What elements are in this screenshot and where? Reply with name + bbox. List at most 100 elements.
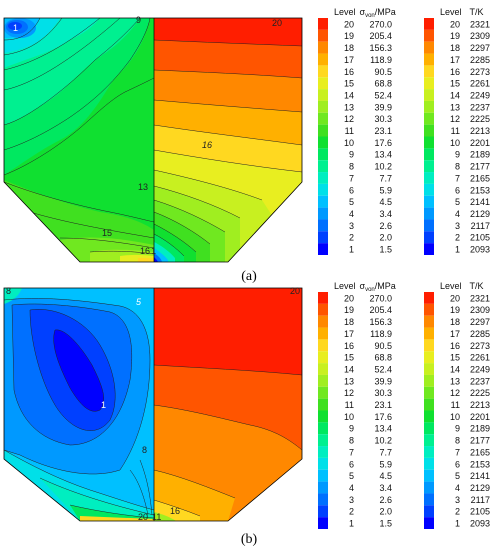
legend-value: 52.4 [374, 90, 392, 100]
legend-swatch [424, 231, 434, 244]
legend-swatch [318, 77, 328, 90]
legend-swatch [424, 422, 434, 435]
legend-level: 18 [450, 317, 460, 327]
legend-swatch [424, 219, 434, 232]
legend-swatch [424, 172, 434, 184]
legend-value: 30.3 [374, 114, 392, 124]
legend-value: 2.6 [379, 221, 392, 231]
legend-swatch [424, 386, 434, 399]
legend-swatch [318, 481, 328, 494]
legend-swatch [424, 160, 434, 173]
legend-level: 10 [450, 412, 460, 422]
legend-level: 17 [450, 55, 460, 65]
legend-value: 2165 [470, 173, 490, 183]
legend-level: 3 [455, 495, 460, 505]
legend-swatch [318, 148, 328, 161]
legend-swatch [424, 18, 434, 30]
panel-a-caption: (a) [241, 269, 257, 284]
legend-value: 2249 [470, 364, 490, 374]
legend-header: Level T/K [440, 7, 484, 17]
legend-level: 14 [450, 364, 460, 374]
legend-swatch [318, 231, 328, 244]
panel-b-label-2: 5 [136, 297, 142, 307]
panel-b-outline [3, 287, 303, 522]
legend-value: 2201 [470, 412, 490, 422]
legend-value: 2225 [470, 114, 490, 124]
legend-swatch [424, 410, 434, 423]
legend-level: 8 [455, 162, 460, 172]
legend-level: 1 [455, 519, 460, 529]
legend-value: 205.4 [369, 31, 392, 41]
legend-swatch [318, 410, 328, 423]
legend-level: 16 [344, 67, 354, 77]
legend-value: 2297 [470, 43, 490, 53]
legend-swatch [318, 243, 328, 255]
legend-value: 2093 [470, 245, 490, 255]
legend-value: 52.4 [374, 364, 392, 374]
legend-value: 2285 [470, 55, 490, 65]
panel-b-caption: (b) [241, 532, 258, 547]
legend-swatch [424, 363, 434, 375]
legend-value: 30.3 [374, 388, 392, 398]
legend-level: 4 [349, 483, 354, 493]
legend-level: 11 [451, 400, 460, 410]
legend-level: 20 [450, 293, 460, 303]
legend-swatch [318, 207, 328, 220]
panel-b-label-8: 11 [152, 512, 161, 522]
legend-swatch [424, 207, 434, 220]
legend-level: 9 [349, 424, 354, 434]
legend-level: 20 [344, 293, 354, 303]
legend-value: 2105 [470, 233, 490, 243]
legend-swatch [424, 434, 434, 447]
legend-level: 20 [450, 19, 460, 29]
legend-swatch [424, 148, 434, 161]
legend-level: 1 [455, 245, 460, 255]
legend-level: 6 [455, 185, 460, 195]
legend-swatch [424, 398, 434, 411]
legend-value: 17.6 [374, 138, 392, 148]
legend-swatch [424, 89, 434, 101]
legend-swatch [424, 339, 434, 352]
legend-swatch [424, 53, 434, 66]
legend-swatch [318, 112, 328, 125]
legend-level: 5 [455, 197, 460, 207]
legend-value: 17.6 [374, 412, 392, 422]
legend-value: 2309 [470, 305, 490, 315]
legend-level: 12 [450, 114, 460, 124]
legend-swatch [318, 53, 328, 66]
panel-b-label-5: 8 [142, 445, 147, 455]
legend-value: 2273 [470, 341, 490, 351]
legend-value: 39.9 [374, 376, 392, 386]
legend-swatch [318, 41, 328, 54]
legend-value: 2285 [470, 329, 490, 339]
legend-level: 11 [345, 400, 354, 410]
panel-b-contour-plot [4, 288, 302, 521]
legend-level: 5 [349, 471, 354, 481]
legend-value: 2189 [470, 424, 490, 434]
legend-value: 205.4 [369, 305, 392, 315]
legend-swatch [318, 339, 328, 352]
legend-value: 4.5 [379, 471, 392, 481]
panel-b-label-6: 16 [170, 506, 180, 516]
legend-value: 90.5 [374, 67, 392, 77]
legend-value: 2261 [470, 79, 490, 89]
legend-level: 8 [455, 436, 460, 446]
legend-level: 13 [344, 376, 354, 386]
legend-swatch [318, 292, 328, 304]
legend-swatch [424, 517, 434, 529]
legend-swatch [318, 89, 328, 101]
legend-swatch [424, 446, 434, 458]
legend-value: 68.8 [374, 79, 392, 89]
legend-value: 2273 [470, 67, 490, 77]
legend-level: 15 [344, 79, 354, 89]
legend-swatch [318, 327, 328, 340]
legend-level: 6 [455, 459, 460, 469]
legend-swatch [318, 160, 328, 173]
legend-swatch [318, 29, 328, 42]
panel-b-label-1: 8 [6, 286, 11, 296]
legend-level: 8 [349, 162, 354, 172]
legend-level: 2 [349, 507, 354, 517]
legend-swatch [318, 374, 328, 387]
